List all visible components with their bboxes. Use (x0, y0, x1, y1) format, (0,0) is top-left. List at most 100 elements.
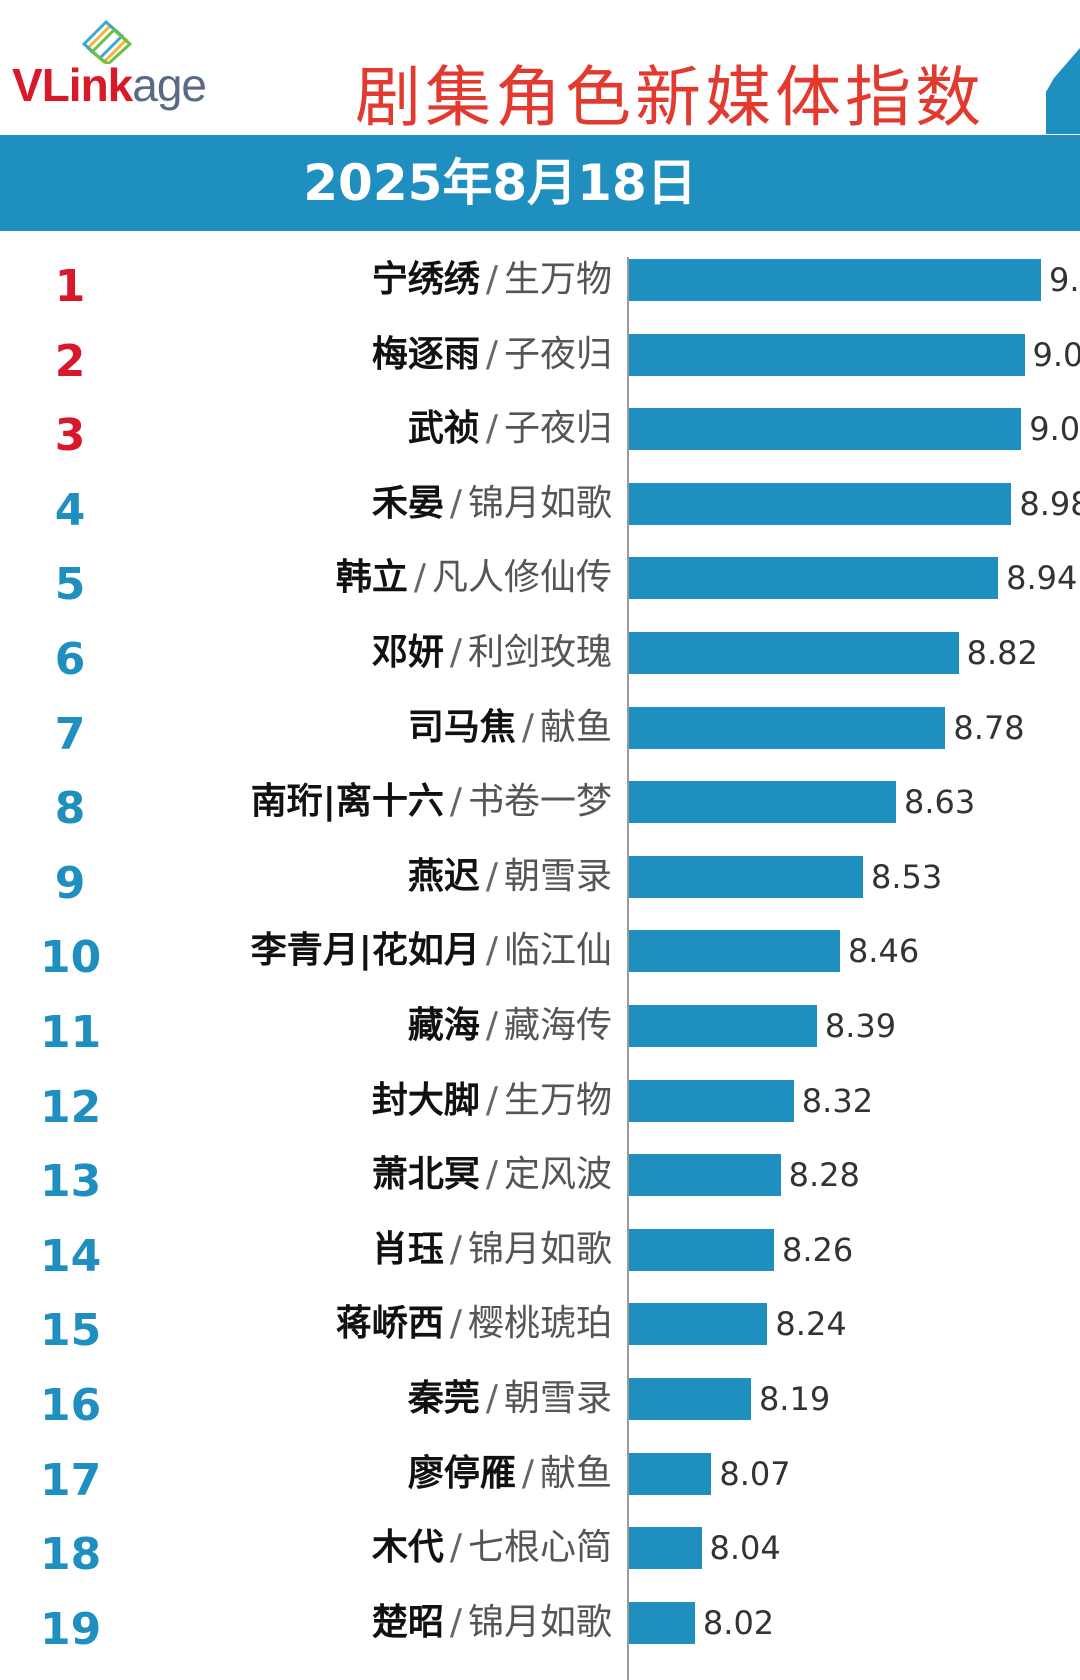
rank-number: 7 (54, 708, 86, 760)
rank-number: 19 (40, 1603, 102, 1655)
value-label: 8.04 (709, 1529, 781, 1568)
rank-number: 5 (54, 559, 86, 611)
row-label: 武祯 / 子夜归 (408, 405, 612, 453)
rank-number: 4 (54, 484, 86, 536)
rank-number: 1 (54, 261, 86, 312)
value-label: 8.82 (966, 634, 1038, 672)
bar (629, 1378, 751, 1420)
drama-name: 生万物 (503, 259, 612, 300)
drama-name: 生万物 (503, 1079, 612, 1121)
row-label: 韩立 / 凡人修仙传 (336, 554, 612, 602)
bar (629, 1228, 775, 1271)
row-label: 藏海 / 藏海传 (408, 1002, 612, 1050)
rank-number: 17 (40, 1454, 102, 1506)
bar (629, 706, 946, 749)
character-name: 封大脚 (371, 1079, 480, 1121)
character-name: 藏海 (407, 1005, 480, 1046)
character-name: 梅逐雨 (371, 333, 480, 375)
character-name: 李青月|花如月 (250, 930, 480, 972)
bar (629, 1005, 817, 1047)
value-label: 8.46 (847, 932, 920, 971)
character-name: 韩立 (335, 557, 408, 599)
rank-number: 13 (40, 1156, 102, 1208)
label-separator: / (485, 1079, 498, 1121)
label-separator: / (449, 1527, 462, 1569)
drama-name: 凡人修仙传 (431, 557, 612, 599)
value-label: 9. (1049, 261, 1080, 299)
rank-number: 8 (54, 783, 86, 835)
rank-number: 2 (54, 335, 86, 387)
row-label: 禾晏 / 锦月如歌 (372, 480, 612, 528)
drama-name: 锦月如歌 (467, 1601, 612, 1643)
bar (629, 930, 840, 973)
logo-v: V (12, 59, 43, 111)
value-label: 9.02 (1032, 335, 1080, 374)
label-separator: / (485, 259, 498, 300)
label-separator: / (449, 781, 462, 823)
row-label: 秦莞 / 朝雪录 (408, 1375, 612, 1423)
value-label: 8.98 (1019, 484, 1080, 523)
value-label: 8.02 (702, 1603, 775, 1642)
label-separator: / (485, 855, 498, 897)
value-label: 8.39 (824, 1007, 897, 1045)
character-name: 蒋峤西 (335, 1303, 444, 1345)
drama-name: 锦月如歌 (467, 1228, 612, 1270)
drama-name: 临江仙 (503, 930, 612, 972)
drama-name: 藏海传 (503, 1005, 612, 1046)
value-label: 8.78 (953, 708, 1025, 747)
value-label: 8.32 (801, 1081, 874, 1120)
row-label: 李青月|花如月 / 临江仙 (251, 927, 612, 975)
row-label: 萧北冥 / 定风波 (372, 1151, 612, 1199)
bar (629, 781, 896, 824)
label-separator: / (485, 1154, 498, 1196)
row-label: 燕迟 / 朝雪录 (408, 853, 612, 901)
label-separator: / (521, 1452, 534, 1494)
row-label: 肖珏 / 锦月如歌 (372, 1226, 612, 1274)
corner-decoration (1046, 48, 1080, 134)
bar (629, 1154, 781, 1197)
label-separator: / (485, 1378, 498, 1419)
bar (629, 259, 1041, 301)
label-separator: / (521, 706, 534, 748)
drama-name: 利剑玫瑰 (467, 632, 612, 673)
rank-number: 14 (40, 1230, 102, 1282)
character-name: 廖停雁 (407, 1452, 516, 1494)
rank-number: 12 (40, 1081, 102, 1133)
row-label: 宁绣绣 / 生万物 (372, 256, 612, 304)
label-separator: / (449, 1228, 462, 1270)
character-name: 楚昭 (371, 1601, 444, 1643)
value-label: 8.26 (782, 1230, 854, 1269)
rank-number: 15 (40, 1305, 102, 1357)
label-separator: / (485, 408, 498, 450)
drama-name: 子夜归 (503, 408, 612, 450)
drama-name: 朝雪录 (503, 1378, 612, 1419)
drama-name: 献鱼 (539, 1452, 612, 1494)
logo-link: Link (41, 59, 134, 111)
row-label: 蒋峤西 / 樱桃琥珀 (336, 1300, 612, 1348)
label-separator: / (449, 482, 462, 524)
bar (629, 1303, 768, 1346)
label-separator: / (485, 930, 498, 972)
bar (629, 1601, 695, 1644)
label-separator: / (449, 1601, 462, 1643)
logo-cards-icon (81, 19, 133, 64)
character-name: 燕迟 (407, 855, 480, 897)
character-name: 秦莞 (407, 1378, 480, 1419)
label-separator: / (485, 333, 498, 375)
character-name: 武祯 (407, 408, 480, 450)
value-label: 9.01 (1029, 410, 1080, 449)
bar (629, 1527, 702, 1570)
rank-number: 18 (40, 1529, 102, 1581)
bar (629, 557, 999, 600)
drama-name: 七根心简 (467, 1527, 612, 1569)
row-label: 南珩|离十六 / 书卷一梦 (251, 778, 612, 826)
rank-number: 9 (54, 857, 86, 909)
row-label: 廖停雁 / 献鱼 (408, 1450, 612, 1498)
bar (629, 482, 1012, 525)
bar (629, 333, 1025, 376)
axis-line (627, 257, 629, 1680)
row-label: 邓妍 / 利剑玫瑰 (372, 629, 612, 677)
bar (629, 408, 1022, 451)
character-name: 南珩|离十六 (250, 781, 444, 823)
label-separator: / (413, 557, 426, 599)
